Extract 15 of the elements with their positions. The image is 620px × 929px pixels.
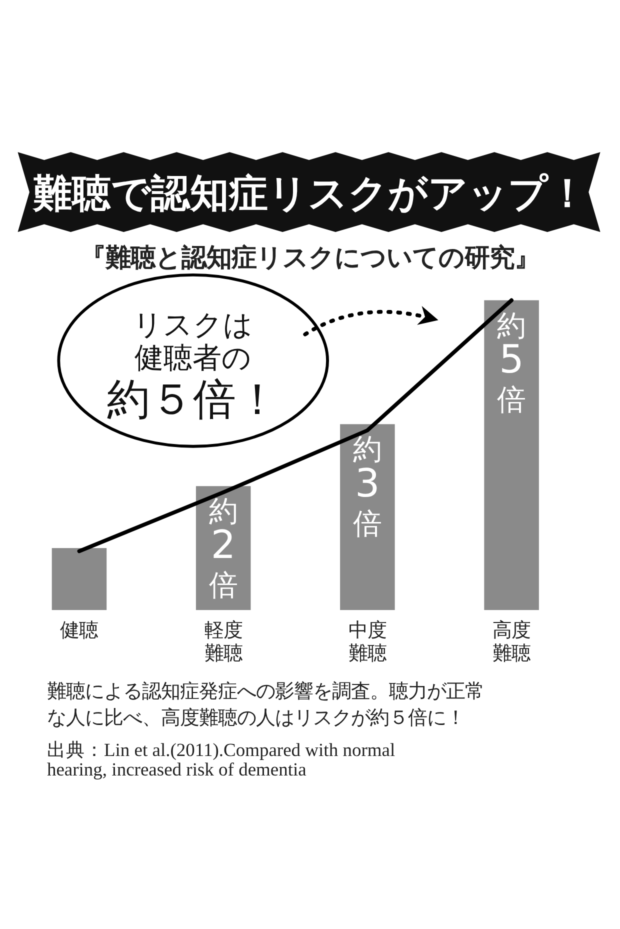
annotation: リスクは健聴者の約５倍！ <box>107 307 280 426</box>
bar <box>340 424 395 610</box>
data-label: 約3倍 <box>352 432 382 540</box>
chart-subtitle: 『難聴と認知症リスクについての研究』 <box>80 242 540 272</box>
x-tick-label: 健聴 <box>60 618 98 642</box>
x-tick-label: 中度難聴 <box>348 618 386 665</box>
bar <box>484 300 539 610</box>
x-tick-label: 軽度難聴 <box>204 618 242 665</box>
data-label: 約2倍 <box>208 494 238 602</box>
data-label: 約5倍 <box>497 308 526 416</box>
source-note: 出典：Lin et al.(2011).Compared with normal hearing, increased risk of dementia <box>46 740 396 781</box>
text: 難聴による認知症発症への影響を調査。聴力が正常な人に比べ、高度難聴の人はリスクが約５倍に！ <box>46 680 484 730</box>
chart-title: 難聴で認知症リスクがアップ！ <box>32 172 587 217</box>
x-tick-label: 高度難聴 <box>492 618 531 665</box>
bar <box>52 548 107 610</box>
